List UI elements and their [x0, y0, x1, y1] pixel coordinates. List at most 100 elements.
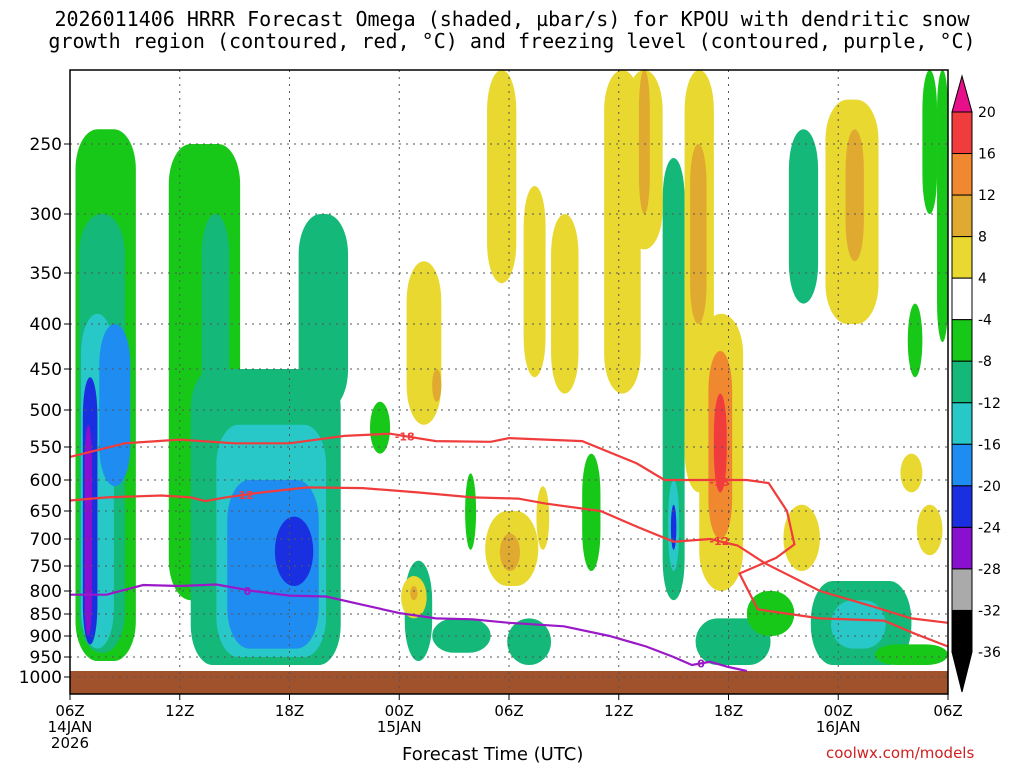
y-tick-label-650: 650 — [30, 502, 62, 522]
x-tick-label-18-1: 00Z — [385, 702, 414, 720]
omega-cell-21 — [670, 504, 677, 550]
axes: 2503003504004505005506006507007508008509… — [19, 69, 963, 752]
colorbar-label-6: -8 — [978, 354, 992, 370]
terrain-layer — [70, 671, 948, 694]
y-tick-label-450: 450 — [30, 360, 62, 380]
omega-cell-39 — [536, 486, 550, 550]
omega-cell-19 — [662, 158, 685, 601]
y-tick-label-550: 550 — [30, 438, 62, 458]
omega-cell-50 — [783, 504, 820, 571]
freezing-level-line-label-0: 0 — [244, 585, 252, 598]
x-tick-label-0-1: 06Z — [55, 702, 84, 720]
x-tick-label-42-2: 16JAN — [816, 718, 861, 736]
colorbar-label-4: 4 — [978, 271, 987, 287]
colorbar-label-2: 12 — [978, 188, 996, 204]
y-tick-label-300: 300 — [30, 205, 62, 225]
omega-cell-44 — [638, 70, 650, 214]
omega-cell-41 — [551, 214, 579, 394]
freezing-level-line — [70, 583, 748, 673]
colorbar-swatch-7 — [951, 402, 973, 445]
isotherm-minus18-line-label-0: -18 — [395, 431, 415, 444]
colorbar-swatch-1 — [951, 153, 973, 196]
isotherm-minus12-line-label-0: -12 — [234, 489, 254, 502]
omega-cell-54 — [900, 453, 923, 493]
y-tick-label-400: 400 — [30, 315, 62, 335]
omega-cell-16 — [432, 618, 491, 653]
omega-cell-22 — [695, 618, 771, 665]
isotherm-minus12-line-label-1: -12 — [709, 535, 729, 548]
colorbar-swatch-2 — [951, 194, 973, 238]
colorbar-label-11: -28 — [978, 562, 1001, 578]
y-tick-label-500: 500 — [30, 401, 62, 421]
y-tick-label-1000: 1000 — [19, 668, 62, 688]
y-tick-label-600: 600 — [30, 471, 62, 491]
contour-lines: -18 -18 -12 -12 0 0 — [69, 431, 949, 673]
omega-cell-38 — [499, 533, 520, 571]
colorbar-swatch-0 — [951, 111, 973, 155]
credit-link[interactable]: coolwx.com/models — [826, 744, 975, 762]
y-tick-label-250: 250 — [30, 135, 62, 155]
colorbar-swatch-6 — [951, 360, 973, 404]
colorbar-label-8: -16 — [978, 437, 1001, 453]
omega-cell-27 — [874, 644, 948, 665]
omega-cell-13 — [369, 401, 391, 454]
colorbar-label-0: 20 — [978, 105, 996, 121]
y-tick-label-800: 800 — [30, 582, 62, 602]
omega-cell-33 — [410, 586, 418, 601]
x-tick-label-6-1: 12Z — [165, 702, 194, 720]
colorbar-label-9: -20 — [978, 479, 1001, 495]
omega-cell-17 — [507, 618, 552, 665]
omega-cell-53 — [916, 504, 943, 556]
omega-cell-15 — [465, 473, 477, 550]
omega-cell-24 — [788, 129, 819, 304]
omega-cell-4 — [84, 424, 92, 636]
omega-cell-35 — [432, 369, 442, 402]
colorbar-bottom-arrow — [951, 651, 973, 693]
x-tick-label-0-2: 14JAN — [48, 718, 93, 736]
omega-cell-30 — [922, 70, 938, 214]
omega-cell-49 — [713, 393, 727, 493]
x-tick-label-0-3: 2026 — [51, 734, 89, 752]
x-tick-label-42-1: 00Z — [824, 702, 853, 720]
terrain-band — [70, 671, 948, 694]
y-tick-label-950: 950 — [30, 648, 62, 668]
omega-cell-18 — [582, 453, 601, 571]
colorbar-label-1: 16 — [978, 147, 996, 163]
omega-cell-11 — [274, 516, 314, 586]
x-tick-label-18-2: 15JAN — [377, 718, 422, 736]
y-tick-label-900: 900 — [30, 627, 62, 647]
omega-cell-12 — [298, 214, 349, 410]
x-axis-title: Forecast Time (UTC) — [402, 744, 584, 765]
omega-cell-40 — [523, 186, 546, 378]
omega-cell-46 — [690, 144, 707, 324]
isotherm-minus12-line — [69, 486, 949, 624]
y-tick-label-350: 350 — [30, 264, 62, 284]
colorbar: 20 16 12 8 4 -4 -8 -12 -16 -20 -24 -28 -32 -36 — [951, 74, 1001, 693]
chart-title-line-1: 2026011406 HRRR Forecast Omega (shaded, … — [54, 7, 970, 31]
omega-cell-29 — [937, 70, 948, 342]
isotherm-minus18-line-label-1: -18 — [709, 476, 729, 489]
colorbar-label-12: -32 — [978, 603, 1001, 619]
omega-shading — [75, 70, 948, 665]
colorbar-swatch-10 — [951, 526, 973, 570]
omega-cell-26 — [830, 600, 886, 649]
y-tick-label-850: 850 — [30, 605, 62, 625]
colorbar-swatch-11 — [951, 568, 973, 611]
omega-cell-28 — [907, 303, 923, 378]
x-tick-label-36-1: 18Z — [714, 702, 743, 720]
colorbar-label-5: -4 — [978, 313, 992, 329]
omega-cell-36 — [487, 70, 517, 284]
colorbar-swatch-12 — [951, 609, 973, 653]
colorbar-swatch-8 — [951, 443, 973, 487]
colorbar-label-10: -24 — [978, 520, 1001, 536]
y-tick-label-700: 700 — [30, 530, 62, 550]
chart-title-line-2: growth region (contoured, red, °C) and f… — [48, 29, 976, 53]
colorbar-top-arrow — [951, 74, 973, 113]
colorbar-swatch-3 — [951, 236, 973, 279]
colorbar-swatch-5 — [951, 319, 973, 362]
colorbar-label-3: 8 — [978, 230, 987, 246]
freezing-level-line-label-1: 0 — [697, 657, 705, 670]
omega-cell-52 — [845, 129, 864, 262]
x-tick-label-30-1: 12Z — [604, 702, 633, 720]
